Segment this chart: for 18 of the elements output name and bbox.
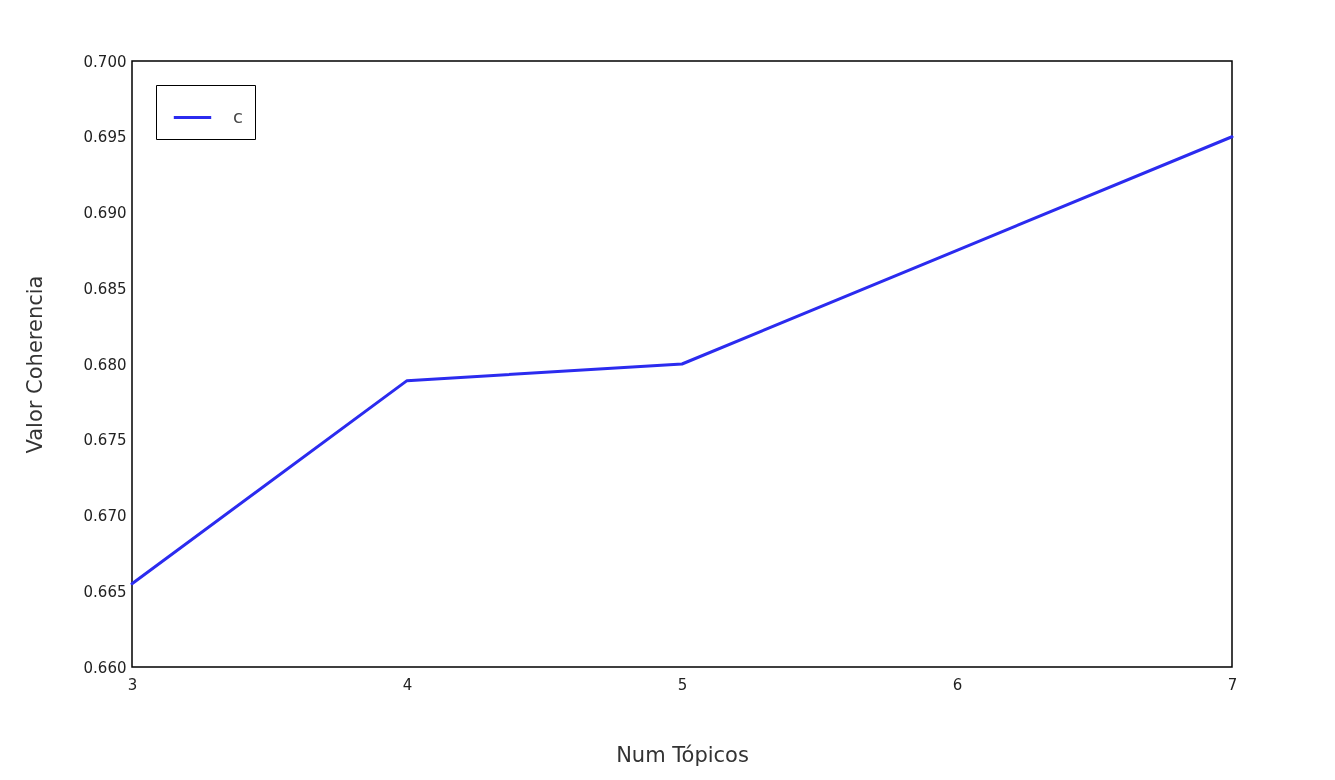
y-tick-label: 0.695 <box>83 128 127 147</box>
y-tick-label: 0.660 <box>83 658 127 677</box>
legend-label: c <box>233 105 243 127</box>
y-tick-label: 0.685 <box>83 279 127 298</box>
x-axis-title: Num Tópicos <box>616 742 749 767</box>
line-series <box>130 135 1234 586</box>
y-axis-title: Valor Coherencia <box>22 275 47 454</box>
y-tick-label: 0.690 <box>83 204 127 222</box>
x-tick-label: 7 <box>1227 675 1238 694</box>
x-tick-label: 5 <box>677 675 688 694</box>
y-tick-label: 0.665 <box>83 582 127 601</box>
x-tick-label: 4 <box>402 675 413 694</box>
y-tick-label: 0.700 <box>83 52 127 71</box>
y-tick-label: 0.680 <box>83 355 127 374</box>
x-tick-label: 6 <box>952 675 963 694</box>
y-tick-label: 0.675 <box>83 431 127 450</box>
y-tick-label: 0.670 <box>83 507 127 525</box>
x-tick-label: 3 <box>127 675 138 694</box>
